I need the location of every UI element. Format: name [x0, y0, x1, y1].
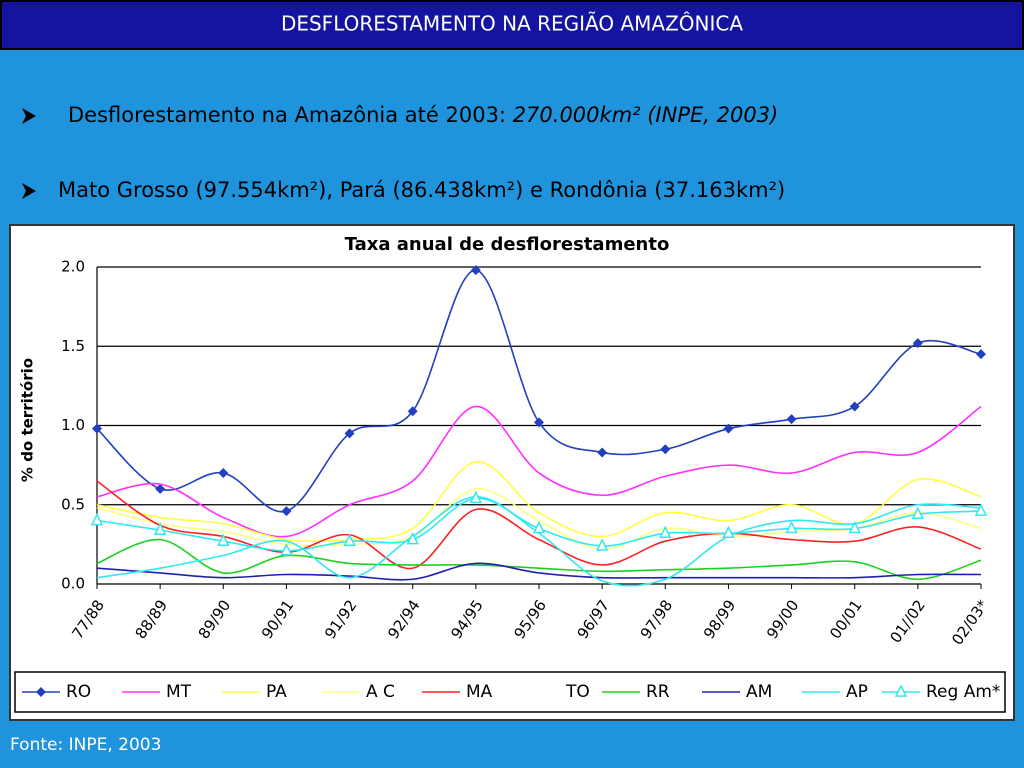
- legend-label: AP: [846, 682, 868, 702]
- legend-label: PA: [266, 682, 287, 702]
- legend-label: A C: [366, 682, 395, 702]
- legend-label: Reg Am*: [926, 682, 1000, 702]
- bullet-1: Desflorestamento na Amazônia até 2003: 2…: [68, 103, 778, 127]
- point-marker: [532, 520, 546, 534]
- point-marker: [155, 483, 166, 494]
- point-marker: [406, 531, 419, 545]
- point-marker: [912, 338, 923, 349]
- y-tick-label: 1.5: [61, 337, 85, 355]
- point-marker: [344, 428, 355, 439]
- bullet-arrow: [22, 108, 36, 124]
- point-marker: [974, 503, 988, 516]
- series-line: [96, 405, 982, 538]
- point-marker: [217, 533, 230, 546]
- series-line: [96, 496, 982, 587]
- point-marker: [894, 684, 908, 697]
- series-line: [96, 538, 982, 581]
- series-line: [96, 488, 982, 550]
- y-tick-label: 1.0: [61, 416, 85, 434]
- point-marker: [849, 401, 860, 412]
- legend-label: AM: [746, 682, 772, 702]
- point-marker: [911, 506, 925, 520]
- point-marker: [281, 506, 292, 517]
- point-marker: [218, 468, 229, 479]
- point-marker: [343, 533, 356, 546]
- y-axis-label: % do território: [19, 358, 37, 482]
- series-line: [96, 562, 982, 581]
- series-line: [96, 269, 982, 513]
- point-marker: [722, 525, 735, 539]
- slide-title: DESFLORESTAMENTO NA REGIÃO AMAZÔNICA: [281, 12, 743, 36]
- point-marker: [534, 417, 544, 428]
- chart-panel: [9, 224, 1015, 721]
- point-marker: [785, 520, 798, 534]
- point-marker: [660, 444, 671, 455]
- legend-label: TO: [565, 682, 590, 702]
- legend-label: RR: [646, 682, 670, 702]
- point-marker: [153, 522, 167, 535]
- point-marker: [36, 687, 46, 697]
- bullet-2: Mato Grosso (97.554km²), Pará (86.438km²…: [58, 178, 785, 202]
- point-marker: [976, 349, 986, 360]
- point-marker: [595, 538, 609, 551]
- point-marker: [280, 543, 293, 556]
- legend-label: MT: [166, 682, 192, 702]
- legend-label: RO: [66, 682, 91, 702]
- bullet-text: Desflorestamento na Amazônia até 2003:: [68, 103, 513, 127]
- bullet-arrow: [22, 183, 36, 199]
- point-marker: [90, 512, 104, 526]
- series-line: [96, 497, 982, 552]
- chart-title: Taxa anual de desflorestamento: [345, 234, 670, 255]
- point-marker: [723, 423, 734, 434]
- point-marker: [848, 520, 861, 534]
- point-marker: [786, 414, 797, 425]
- series-line: [96, 480, 982, 570]
- point-marker: [659, 525, 672, 539]
- source: Fonte: INPE, 2003: [10, 735, 161, 755]
- series-line: [96, 461, 982, 543]
- point-marker: [597, 447, 608, 458]
- legend-label: MA: [466, 682, 493, 702]
- bullet-emphasis: 270.000km² (INPE, 2003): [513, 103, 779, 127]
- y-tick-label: 2.0: [61, 258, 85, 276]
- point-marker: [407, 406, 418, 417]
- y-tick-label: 0.0: [61, 575, 85, 593]
- point-marker: [469, 490, 483, 504]
- point-marker: [92, 423, 102, 434]
- y-tick-label: 0.5: [61, 495, 85, 513]
- point-marker: [470, 265, 481, 276]
- title-bar: [0, 0, 1024, 50]
